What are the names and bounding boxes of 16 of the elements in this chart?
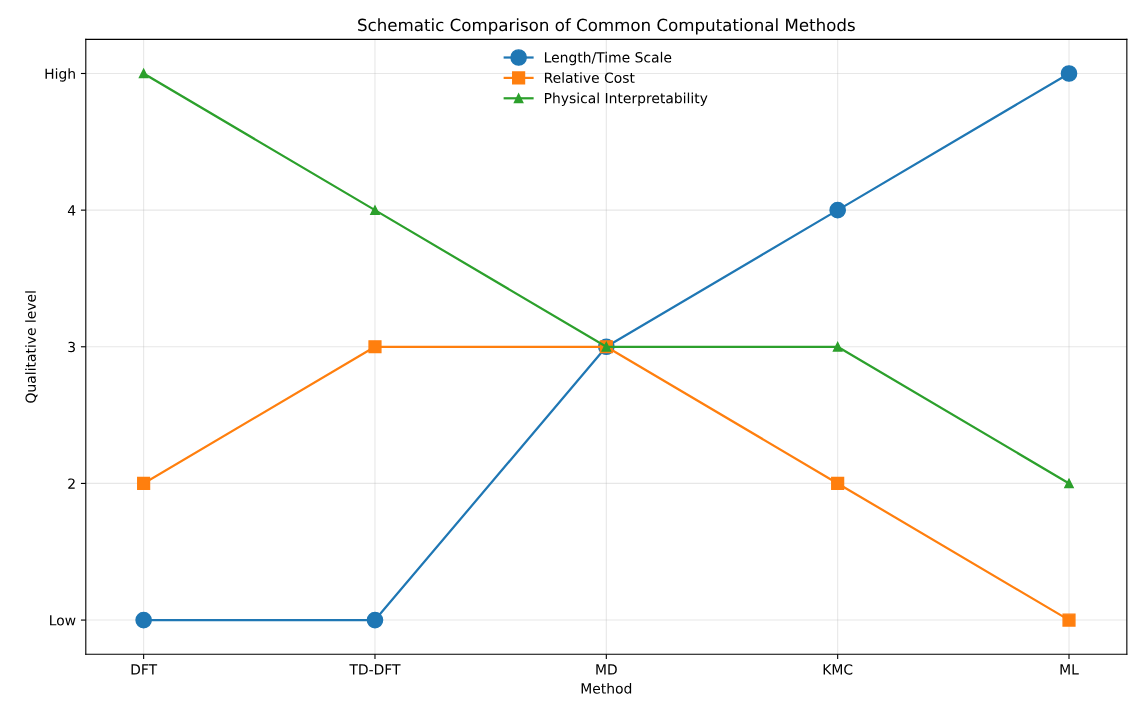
legend-label: Relative Cost	[544, 72, 635, 83]
x-tick-label: DFT	[131, 664, 158, 675]
legend-label: Length/Time Scale	[544, 51, 672, 66]
x-tick-label: KMC	[823, 664, 853, 675]
y-tick-label: High	[45, 68, 75, 82]
y-tick-label: Low	[50, 615, 76, 626]
x-tick-label: MD	[596, 664, 617, 675]
legend-label: Physical Interpretability	[544, 92, 708, 107]
y-tick-label: 4	[67, 205, 76, 216]
chart-title: Schematic Comparison of Common Computational Methods	[358, 18, 855, 35]
y-tick-label: 2	[68, 478, 75, 489]
y-axis-title: Qualitative level	[25, 291, 38, 403]
x-tick-label: ML	[1060, 664, 1079, 675]
x-axis-title: Method	[581, 682, 632, 694]
y-tick-label: 3	[68, 341, 75, 353]
x-tick-label: TD-DFT	[349, 664, 401, 675]
